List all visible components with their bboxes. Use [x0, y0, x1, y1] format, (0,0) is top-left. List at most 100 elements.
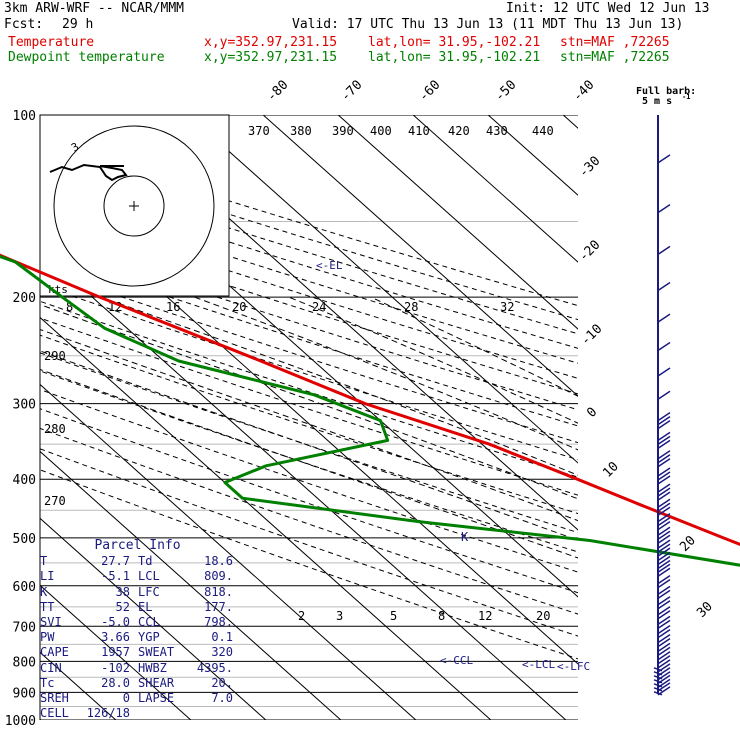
temperature-legend-xy: x,y=352.97,231.15	[204, 35, 338, 50]
parcel-info-row: CIN -102 HWBZ 4395.	[40, 661, 235, 676]
mixing-ratio-label: 3	[336, 609, 343, 623]
dry-adiabat-label: 440	[532, 124, 554, 138]
forecast-hour: 29 h	[62, 17, 94, 32]
parcel-param-label: HWBZ	[138, 660, 167, 675]
parcel-param-value	[188, 706, 233, 721]
parcel-param-value: -102	[101, 660, 130, 675]
wind-barb	[657, 567, 671, 577]
isotherm-line	[638, 115, 740, 720]
wind-key-line2: 5 m s	[642, 96, 672, 107]
parcel-info-title: Parcel Info	[94, 538, 181, 553]
dry-adiabat	[40, 388, 578, 573]
wind-barb	[657, 655, 671, 665]
parcel-info-row: K 38 LFC 818.	[40, 585, 235, 600]
parcel-info-row: Tc 28.0 SHEAR 20.	[40, 676, 235, 691]
wind-barb	[657, 596, 671, 606]
wind-barb	[657, 634, 671, 644]
parcel-param-label: LFC	[138, 584, 160, 599]
isotherm-label: -50	[492, 78, 519, 105]
parcel-param-label: SREH	[40, 690, 69, 705]
parcel-param-label: CIN	[40, 660, 62, 675]
parcel-param-value: 20.	[211, 675, 233, 690]
temperature-legend-station: stn=MAF ,72265	[560, 35, 670, 50]
wind-barb-low	[653, 679, 663, 684]
level-marker-lcl: <-LCL	[522, 658, 555, 671]
wind-barb	[657, 520, 671, 531]
parcel-info-row: T 27.7 Td 18.6	[40, 554, 235, 569]
parcel-param-value: 3.66	[101, 630, 130, 645]
wind-barb	[657, 313, 671, 323]
moist-adiabat-label: 32	[500, 300, 514, 314]
parcel-param-value: 7.0	[211, 690, 233, 705]
parcel-info-row: CAPE 1957 SWEAT 320	[40, 645, 235, 660]
temperature-profile	[0, 253, 740, 546]
wind-barb	[657, 341, 671, 352]
parcel-param-label: Tc	[40, 675, 55, 690]
dewpoint-legend-label: Dewpoint temperature	[8, 50, 165, 65]
wind-barb-low	[653, 683, 663, 688]
level-marker-arrow: <-	[522, 658, 535, 671]
isotherm-label: -10	[578, 322, 605, 349]
parcel-param-value: 18.6	[204, 554, 233, 569]
parcel-info-row: TT 52 EL 177.	[40, 600, 235, 615]
wind-barb	[657, 606, 671, 616]
wind-barb	[657, 589, 671, 600]
isotherm-label: -60	[416, 78, 443, 105]
wind-barb	[657, 530, 671, 540]
parcel-param-label: SHEAR	[138, 675, 175, 690]
wind-barb	[657, 487, 671, 497]
mixing-ratio-label: 12	[478, 609, 492, 623]
wind-barb	[657, 578, 671, 589]
wind-barb	[657, 625, 671, 635]
dry-adiabat-label: 420	[448, 124, 470, 138]
wind-barb-low	[653, 687, 663, 692]
parcel-param-value: 818.	[204, 584, 233, 599]
parcel-info-panel: Parcel Info T 27.7 Td 18.6 LI -5.1 LCL 809. K 38 L…	[40, 538, 235, 731]
wind-barb	[657, 539, 671, 549]
isotherm-line	[40, 517, 267, 720]
dry-adiabat	[40, 334, 578, 515]
parcel-param-value: 177.	[204, 599, 233, 614]
pressure-label: 400	[13, 473, 36, 488]
temperature-legend-label: Temperature	[8, 35, 95, 50]
wind-barb	[657, 471, 671, 481]
wind-key-line1: Full barb:	[636, 86, 696, 97]
wind-barb	[657, 367, 671, 377]
wind-barb	[657, 526, 671, 536]
dewpoint-legend-station: stn=MAF ,72265	[560, 50, 670, 65]
level-marker-ccl: <-CCL	[440, 654, 473, 667]
moist-adiabat	[100, 296, 578, 476]
parcel-param-value: 320	[211, 645, 233, 660]
dry-adiabat	[40, 317, 578, 496]
pressure-label: 800	[13, 655, 36, 670]
wind-barb	[657, 610, 671, 620]
parcel-param-value: -5.1	[101, 569, 130, 584]
wind-barb	[657, 454, 671, 464]
level-marker-el: <-EL	[316, 259, 343, 272]
dewpoint-legend-xy: x,y=352.97,231.15	[204, 50, 338, 65]
wind-barb	[657, 629, 671, 639]
wind-barb	[657, 467, 671, 477]
dry-adiabat-label: 370	[248, 124, 270, 138]
model-title: 3km ARW-WRF -- NCAR/MMM	[4, 1, 185, 16]
parcel-param-value: 1957	[101, 645, 130, 660]
isotherm-label: -20	[576, 238, 603, 265]
wind-barb	[657, 559, 671, 570]
parcel-param-label: LI	[40, 569, 55, 584]
init-time: Init: 12 UTC Wed 12 Jun 13	[506, 1, 710, 16]
isotherm-label: -70	[338, 78, 365, 105]
hodograph-inner-ring	[103, 175, 165, 237]
isotherm-line	[412, 115, 578, 263]
parcel-info-row: SREH 0 LAPSE 7.0	[40, 691, 235, 706]
isotherm-line	[40, 316, 492, 720]
pressure-label: 600	[13, 580, 36, 595]
wind-barb	[657, 458, 671, 468]
hodograph-outer-ring	[53, 125, 215, 287]
mixing-ratio-label: 2	[298, 609, 305, 623]
parcel-param-label: PW	[40, 630, 55, 645]
pressure-label: 700	[13, 620, 36, 635]
dry-adiabat-label: 290	[44, 349, 66, 363]
moist-adiabat-label: 28	[404, 300, 418, 314]
wind-barb	[657, 638, 671, 648]
